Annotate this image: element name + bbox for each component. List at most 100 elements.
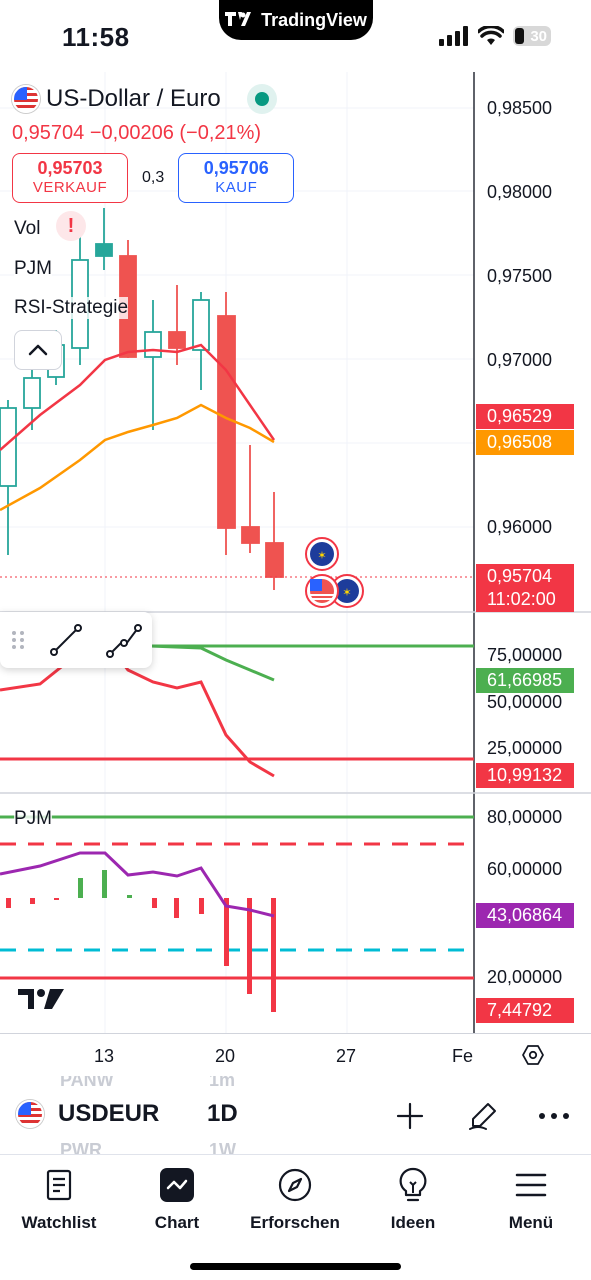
pjm-axis-label: 20,00000 [487, 967, 563, 987]
indicator-vol-label[interactable]: Vol [14, 218, 41, 240]
pjm-histogram [6, 898, 276, 1012]
chart-settings-icon[interactable] [521, 1043, 545, 1067]
bottom-navigation: Watchlist Chart Erforschen Ideen [0, 1154, 591, 1280]
plus-icon [396, 1102, 424, 1130]
market-status-icon[interactable] [246, 84, 277, 114]
ghost-symbol-above: PANW [60, 1076, 114, 1090]
rsi-red-line [0, 638, 275, 778]
us-flag-icon [16, 1100, 44, 1128]
tradingview-watermark-icon [18, 989, 64, 1009]
pjm-pane [0, 815, 474, 1012]
buy-label: KAUF [215, 179, 258, 196]
sell-label: VERKAUF [32, 179, 108, 196]
nav-explore[interactable]: Erforschen [240, 1165, 350, 1233]
ma-red-price-tag: 0,96529 [476, 404, 574, 429]
time-axis-label: 20 [215, 1046, 236, 1066]
candle [192, 292, 210, 390]
nav-ideas[interactable]: Ideen [358, 1165, 468, 1233]
add-button[interactable] [388, 1094, 432, 1138]
wifi-icon [478, 26, 504, 45]
drawing-toolbar [0, 612, 152, 668]
nav-label: Erforschen [250, 1213, 340, 1232]
sell-button[interactable]: 0,95703 VERKAUF [12, 153, 128, 203]
ghost-interval-below: 1W [209, 1140, 236, 1154]
us-flag-icon [12, 85, 40, 113]
last-price-tag: 0,95704 11:02:00 [476, 564, 574, 612]
buy-price: 0,95706 [203, 158, 269, 178]
pjm-purple-tag: 43,06864 [476, 903, 574, 928]
candle [265, 492, 284, 590]
nav-menu[interactable]: Menü [476, 1165, 586, 1233]
more-options-button[interactable] [532, 1094, 576, 1138]
home-indicator[interactable] [190, 1263, 401, 1270]
time-axis-label: 13 [94, 1046, 115, 1066]
time-axis-label: 27 [336, 1046, 357, 1066]
chart-area[interactable]: ✶ ✶ [0, 72, 591, 1076]
chevron-up-icon [28, 344, 48, 356]
nav-label: Chart [154, 1213, 200, 1232]
price-axis-label: 0,98500 [487, 98, 553, 118]
buy-button[interactable]: 0,95706 KAUF [178, 153, 295, 203]
candle [144, 300, 162, 430]
rsi-axis-label: 75,00000 [487, 645, 563, 665]
compass-icon [278, 1168, 312, 1202]
ma-orange-price-tag: 0,96508 [476, 430, 574, 455]
lightbulb-icon [399, 1167, 427, 1202]
time-axis-label: Fe [452, 1046, 474, 1066]
menu-icon [515, 1173, 547, 1197]
drag-handle-icon[interactable] [8, 627, 28, 653]
battery-level: 30 [530, 27, 547, 45]
ma-orange-line [0, 403, 275, 512]
time-axis[interactable]: 13 20 27 Fe [0, 1033, 591, 1075]
chart-icon [160, 1168, 194, 1202]
symbol-selector[interactable]: USDEUR [58, 1100, 160, 1127]
pjm-axis-label: 60,00000 [487, 859, 563, 879]
collapse-legend-button[interactable] [14, 330, 62, 370]
more-dots-icon [539, 1113, 569, 1119]
ghost-interval-above: 1m [209, 1076, 236, 1090]
nav-label: Menü [508, 1213, 554, 1232]
warning-icon[interactable]: ! [56, 211, 86, 241]
nav-label: Watchlist [21, 1213, 97, 1232]
interval-selector[interactable]: 1D [207, 1100, 238, 1127]
rsi-green-tag: 61,66985 [476, 668, 574, 693]
pjm-purple-line [0, 851, 275, 918]
rsi-pane [0, 638, 474, 778]
bar-countdown: 11:02:00 [487, 589, 556, 609]
dynamic-island: TradingView [219, 0, 373, 40]
watchlist-icon [46, 1169, 72, 1201]
candle [241, 445, 260, 553]
price-axis-label: 0,98000 [487, 182, 553, 202]
indicator-rsi-strategy-label[interactable]: RSI-Strategie [14, 297, 129, 319]
trend-line-icon[interactable] [46, 620, 86, 660]
symbol-bar: PANW 1m PWR 1W USDEUR 1D [0, 1076, 591, 1154]
symbol-title[interactable]: US-Dollar / Euro [46, 85, 221, 112]
economic-event-us-eu-marker: ✶ [305, 574, 364, 608]
price-change: 0,95704 −0,00206 (−0,21%) [12, 122, 262, 144]
economic-event-eu-marker: ✶ [305, 537, 339, 571]
chart-legend: US-Dollar / Euro 0,95704 −0,00206 (−0,21… [12, 84, 295, 203]
indicator-pjm-label[interactable]: PJM [14, 258, 52, 280]
candle [217, 292, 236, 555]
price-axis-label: 0,96000 [487, 517, 553, 537]
battery-icon: 30 [513, 26, 551, 46]
ghost-symbol-below: PWR [60, 1140, 102, 1154]
price-axis-label: 0,97500 [487, 266, 553, 286]
nav-watchlist[interactable]: Watchlist [4, 1165, 114, 1233]
tradingview-logo-icon [225, 12, 252, 26]
svg-text:✶: ✶ [317, 549, 326, 562]
rsi-green-line [149, 644, 275, 682]
multi-point-line-icon[interactable] [104, 620, 144, 660]
ma-red-line [0, 343, 276, 451]
drawing-tools-button[interactable] [461, 1094, 505, 1138]
rsi-axis-label: 25,00000 [487, 738, 563, 758]
svg-text:✶: ✶ [342, 586, 351, 599]
pen-icon [469, 1103, 496, 1130]
nav-chart[interactable]: Chart [122, 1165, 232, 1233]
nav-label: Ideen [390, 1213, 436, 1232]
chart-canvas[interactable]: ✶ ✶ [0, 72, 591, 1076]
spread-value: 0,3 [142, 169, 165, 186]
sell-price: 0,95703 [37, 158, 103, 178]
signal-icon [439, 26, 468, 46]
status-bar: 11:58 TradingView 30 [0, 0, 591, 72]
